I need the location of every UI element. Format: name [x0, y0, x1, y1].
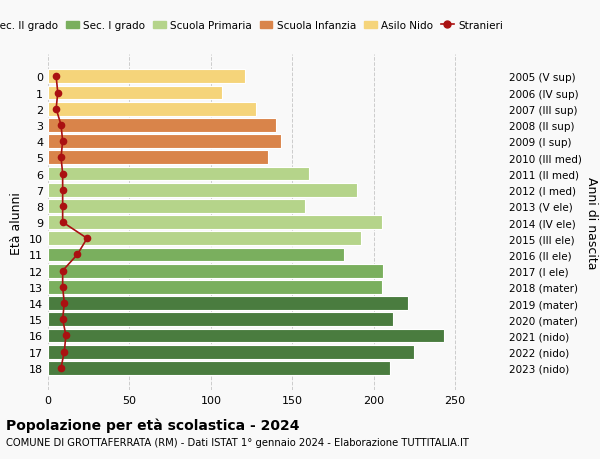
Bar	[48, 216, 382, 230]
Legend: Sec. II grado, Sec. I grado, Scuola Primaria, Scuola Infanzia, Asilo Nido, Stran: Sec. II grado, Sec. I grado, Scuola Prim…	[0, 17, 507, 35]
Text: COMUNE DI GROTTAFERRATA (RM) - Dati ISTAT 1° gennaio 2024 - Elaborazione TUTTITA: COMUNE DI GROTTAFERRATA (RM) - Dati ISTA…	[6, 437, 469, 447]
Bar	[48, 280, 382, 294]
Bar	[48, 70, 245, 84]
Bar	[48, 232, 361, 246]
Bar	[48, 345, 415, 359]
Bar	[48, 297, 408, 310]
Bar	[48, 86, 222, 100]
Bar	[48, 103, 256, 117]
Y-axis label: Età alunni: Età alunni	[10, 191, 23, 254]
Bar	[48, 329, 444, 342]
Bar	[48, 184, 358, 197]
Bar	[48, 313, 393, 326]
Bar	[48, 248, 344, 262]
Bar	[48, 135, 281, 149]
Bar	[48, 151, 268, 165]
Bar	[48, 361, 390, 375]
Bar	[48, 167, 308, 181]
Bar	[48, 119, 276, 133]
Bar	[48, 200, 305, 213]
Text: Popolazione per età scolastica - 2024: Popolazione per età scolastica - 2024	[6, 418, 299, 432]
Y-axis label: Anni di nascita: Anni di nascita	[586, 176, 598, 269]
Bar	[48, 264, 383, 278]
